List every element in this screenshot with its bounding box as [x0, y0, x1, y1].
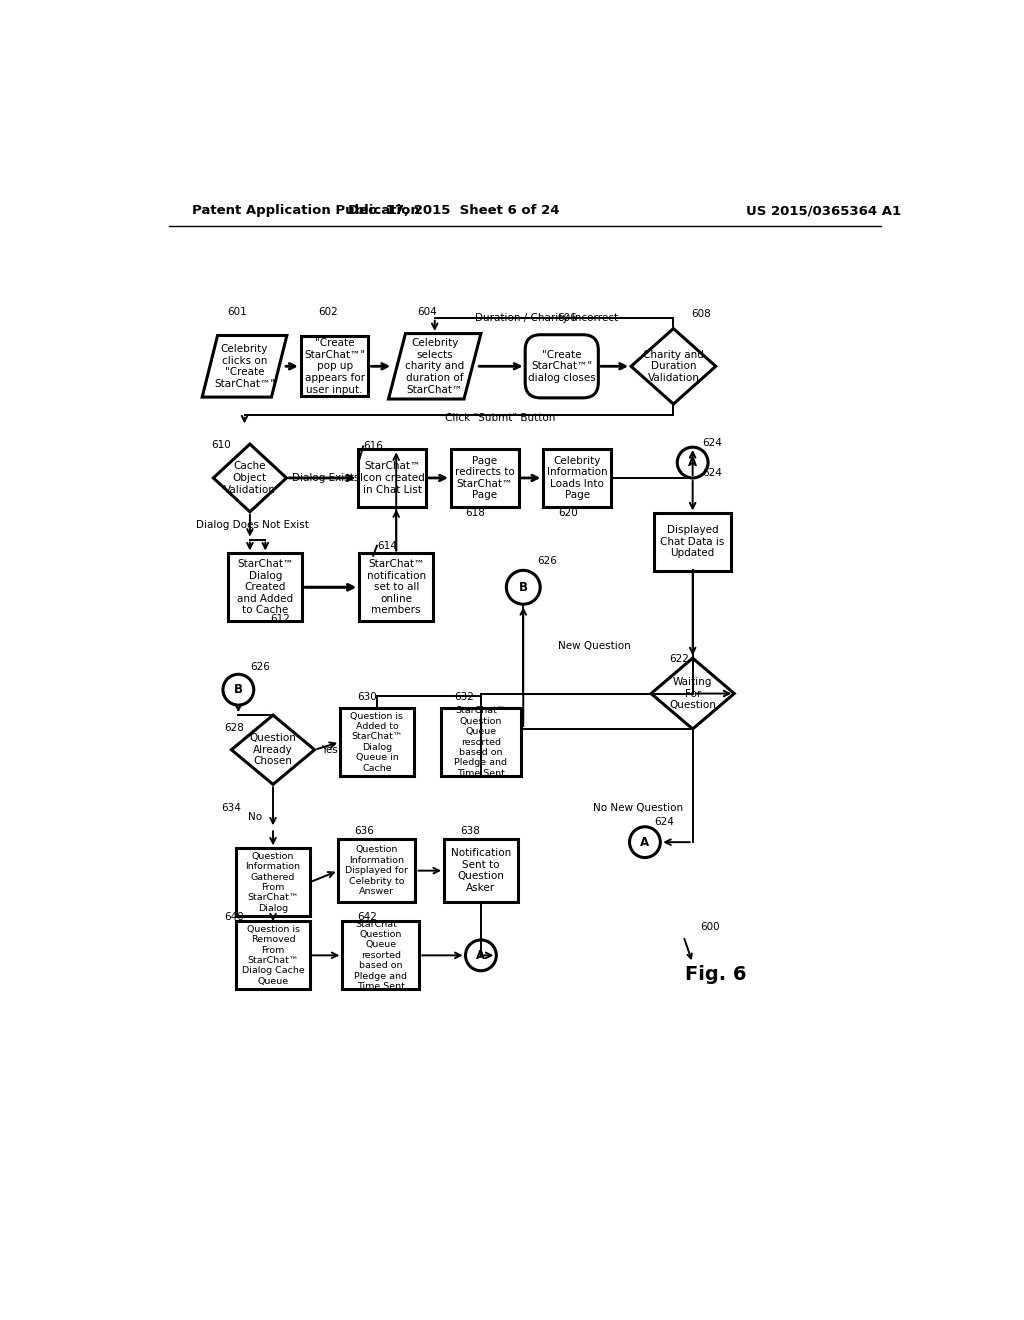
Text: 616: 616 [364, 441, 383, 451]
Text: Waiting
For
Question: Waiting For Question [670, 677, 716, 710]
FancyBboxPatch shape [654, 513, 731, 570]
FancyBboxPatch shape [441, 708, 521, 776]
FancyBboxPatch shape [359, 553, 433, 622]
Text: 640: 640 [224, 912, 245, 921]
Text: 620: 620 [558, 508, 578, 517]
Text: 608: 608 [691, 309, 711, 319]
Text: StarChat™
Icon created
in Chat List: StarChat™ Icon created in Chat List [360, 462, 425, 495]
Text: StarChat™
Question
Queue
resorted
based on
Pledge and
Time Sent: StarChat™ Question Queue resorted based … [354, 920, 408, 991]
Text: 622: 622 [669, 653, 689, 664]
Polygon shape [231, 715, 314, 784]
Text: Celebrity
Information
Loads Into
Page: Celebrity Information Loads Into Page [547, 455, 607, 500]
Text: 601: 601 [226, 308, 247, 317]
Text: Question is
Added to
StarChat™
Dialog
Queue in
Cache: Question is Added to StarChat™ Dialog Qu… [350, 711, 403, 772]
Text: 612: 612 [270, 614, 290, 624]
FancyBboxPatch shape [237, 849, 310, 916]
Text: 614: 614 [377, 541, 397, 550]
Text: New Question: New Question [558, 640, 631, 651]
Text: 624: 624 [654, 817, 674, 828]
Text: Click "Submt" Button: Click "Submt" Button [445, 413, 555, 422]
Text: Question is
Removed
From
StarChat™
Dialog Cache
Queue: Question is Removed From StarChat™ Dialo… [242, 925, 304, 986]
Text: B: B [519, 581, 527, 594]
Text: 626: 626 [538, 556, 557, 566]
Text: No New Question: No New Question [593, 804, 683, 813]
FancyBboxPatch shape [451, 449, 518, 507]
Circle shape [506, 570, 541, 605]
FancyBboxPatch shape [301, 337, 369, 396]
Text: 610: 610 [211, 440, 231, 450]
Polygon shape [631, 329, 716, 404]
Text: A: A [688, 455, 697, 469]
Text: Celebrity
clicks on
"Create
StarChat™": Celebrity clicks on "Create StarChat™" [214, 345, 275, 388]
Text: Page
redirects to
StarChat™
Page: Page redirects to StarChat™ Page [455, 455, 515, 500]
Text: 642: 642 [357, 912, 378, 921]
Text: StarChat™
Dialog
Created
and Added
to Cache: StarChat™ Dialog Created and Added to Ca… [238, 560, 294, 615]
Text: Fig. 6: Fig. 6 [685, 965, 746, 985]
Text: 604: 604 [417, 308, 437, 317]
Text: Dec. 17, 2015  Sheet 6 of 24: Dec. 17, 2015 Sheet 6 of 24 [348, 205, 560, 218]
Text: 624: 624 [701, 438, 722, 449]
Text: No: No [248, 812, 262, 822]
Text: Notification
Sent to
Question
Asker: Notification Sent to Question Asker [451, 849, 511, 894]
Text: Charity and
Duration
Validation: Charity and Duration Validation [643, 350, 703, 383]
Text: 630: 630 [357, 693, 378, 702]
Text: Dialog Does Not Exist: Dialog Does Not Exist [196, 520, 309, 529]
Text: Celebrity
selects
charity and
duration of
StarChat™: Celebrity selects charity and duration o… [406, 338, 464, 395]
Polygon shape [213, 444, 287, 512]
Text: 638: 638 [460, 825, 480, 836]
Circle shape [223, 675, 254, 705]
Text: StarChat™
Question
Queue
resorted
based on
Pledge and
Time Sent: StarChat™ Question Queue resorted based … [455, 706, 508, 777]
Text: Question
Information
Gathered
From
StarChat™
Dialog: Question Information Gathered From StarC… [246, 851, 300, 912]
FancyBboxPatch shape [339, 840, 416, 903]
Text: Dialog Exists: Dialog Exists [292, 473, 359, 483]
Text: B: B [233, 684, 243, 696]
Text: 606: 606 [557, 313, 577, 323]
FancyBboxPatch shape [237, 921, 310, 989]
Text: 632: 632 [455, 693, 474, 702]
Circle shape [630, 826, 660, 858]
Text: "Create
StarChat™"
dialog closes: "Create StarChat™" dialog closes [528, 350, 596, 383]
Circle shape [466, 940, 497, 970]
Polygon shape [388, 334, 481, 399]
Text: A: A [640, 836, 649, 849]
Text: 602: 602 [318, 308, 338, 317]
FancyBboxPatch shape [525, 335, 598, 397]
Text: Patent Application Publication: Patent Application Publication [193, 205, 420, 218]
Circle shape [677, 447, 708, 478]
Text: 624: 624 [701, 467, 722, 478]
Polygon shape [651, 659, 734, 729]
Text: A: A [476, 949, 485, 962]
Text: Duration / Charity Incorrect: Duration / Charity Incorrect [475, 313, 617, 323]
FancyBboxPatch shape [342, 921, 419, 989]
FancyBboxPatch shape [544, 449, 611, 507]
Text: Cache
Object
Validation: Cache Object Validation [224, 462, 275, 495]
Text: Displayed
Chat Data is
Updated: Displayed Chat Data is Updated [660, 525, 725, 558]
FancyBboxPatch shape [358, 449, 426, 507]
FancyBboxPatch shape [340, 708, 414, 776]
Text: US 2015/0365364 A1: US 2015/0365364 A1 [746, 205, 901, 218]
Text: Yes: Yes [322, 744, 338, 755]
Text: 626: 626 [250, 661, 269, 672]
FancyBboxPatch shape [228, 553, 302, 622]
Text: 618: 618 [466, 508, 485, 517]
Text: 600: 600 [700, 921, 720, 932]
Text: 634: 634 [221, 803, 242, 813]
Polygon shape [202, 335, 287, 397]
Text: Question
Information
Displayed for
Celebrity to
Answer: Question Information Displayed for Celeb… [345, 845, 409, 896]
FancyBboxPatch shape [444, 840, 518, 903]
Text: "Create
StarChat™"
pop up
appears for
user input.: "Create StarChat™" pop up appears for us… [304, 338, 366, 395]
Text: StarChat™
notification
set to all
online
members: StarChat™ notification set to all online… [367, 560, 426, 615]
Text: Question
Already
Chosen: Question Already Chosen [250, 733, 296, 767]
Text: 636: 636 [354, 825, 374, 836]
Text: 628: 628 [224, 723, 245, 733]
